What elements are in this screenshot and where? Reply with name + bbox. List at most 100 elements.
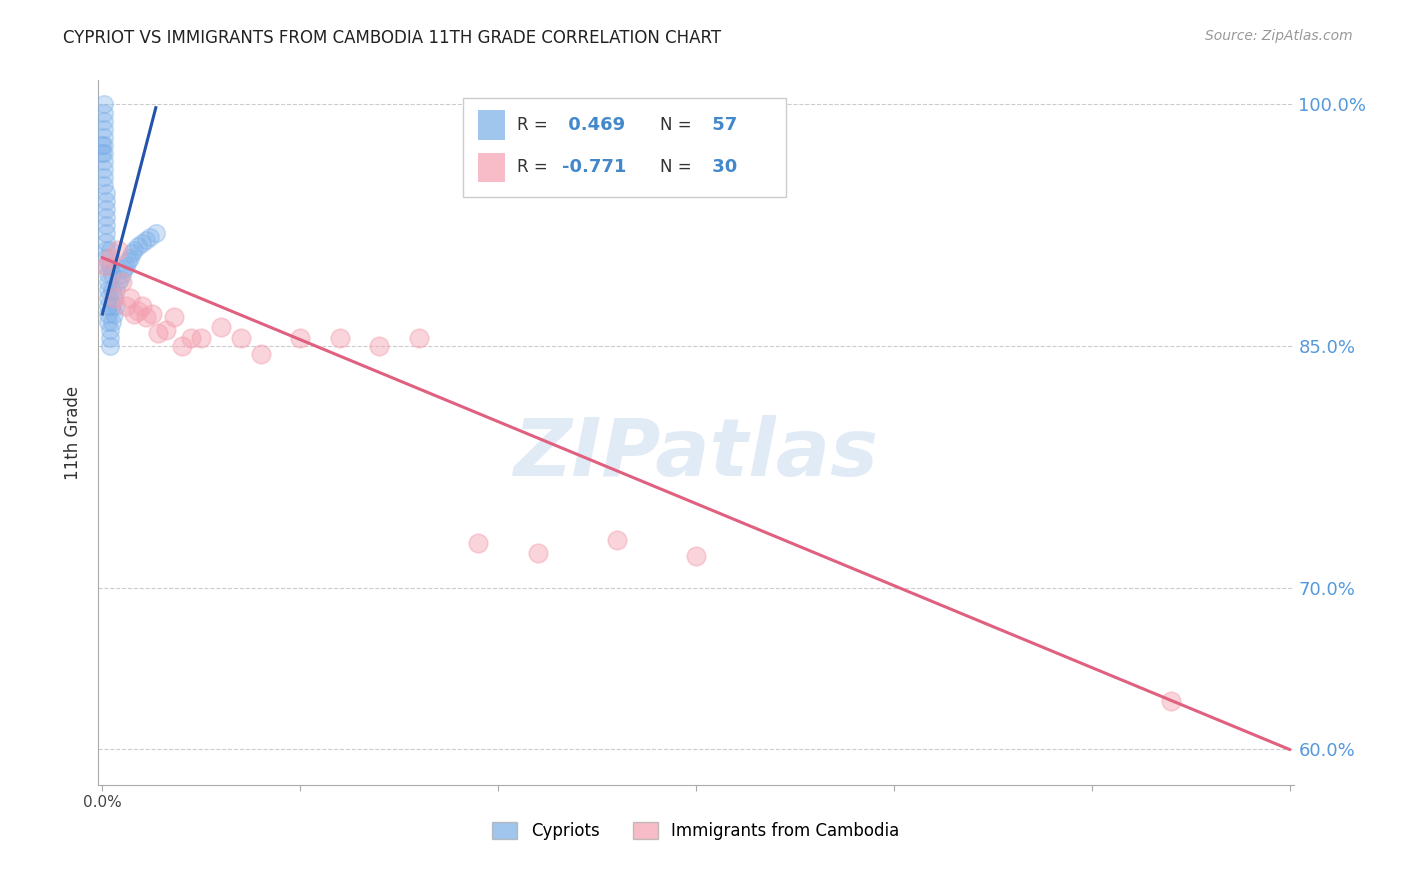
Text: R =: R =	[517, 116, 547, 134]
Point	[111, 267, 134, 281]
Point	[103, 307, 125, 321]
Point	[329, 331, 352, 345]
Point	[117, 253, 139, 268]
Point	[97, 299, 120, 313]
Point	[96, 243, 118, 257]
Point	[249, 347, 271, 361]
Point	[96, 227, 118, 241]
Point	[141, 307, 163, 321]
Point	[96, 219, 118, 233]
Point	[155, 323, 177, 337]
Point	[146, 326, 169, 341]
Point	[98, 331, 121, 345]
Point	[131, 236, 153, 251]
Point	[97, 275, 120, 289]
Point	[467, 536, 489, 550]
Text: 57: 57	[706, 116, 737, 134]
Point	[290, 331, 312, 345]
Point	[112, 262, 135, 277]
Point	[96, 211, 118, 225]
Point	[101, 283, 124, 297]
Point	[93, 137, 115, 152]
Point	[93, 153, 115, 168]
Text: CYPRIOT VS IMMIGRANTS FROM CAMBODIA 11TH GRADE CORRELATION CHART: CYPRIOT VS IMMIGRANTS FROM CAMBODIA 11TH…	[63, 29, 721, 46]
Text: 0.469: 0.469	[562, 116, 626, 134]
Point	[93, 169, 115, 184]
Text: R =: R =	[517, 159, 547, 177]
Point	[120, 291, 142, 305]
Point	[96, 186, 118, 201]
FancyBboxPatch shape	[478, 153, 505, 182]
Point	[107, 243, 129, 257]
Point	[122, 243, 145, 257]
Point	[93, 145, 115, 160]
FancyBboxPatch shape	[463, 98, 786, 196]
Text: 30: 30	[706, 159, 737, 177]
Point	[190, 331, 212, 345]
Text: Source: ZipAtlas.com: Source: ZipAtlas.com	[1205, 29, 1353, 43]
Point	[96, 259, 118, 273]
Point	[127, 239, 149, 253]
Point	[606, 533, 628, 547]
Point	[229, 331, 252, 345]
Point	[97, 307, 120, 321]
Legend: Cypriots, Immigrants from Cambodia: Cypriots, Immigrants from Cambodia	[486, 815, 905, 847]
Point	[96, 202, 118, 217]
Point	[93, 121, 115, 136]
Point	[131, 299, 153, 313]
Point	[97, 315, 120, 329]
Point	[408, 331, 430, 345]
Point	[93, 161, 115, 176]
Point	[97, 283, 120, 297]
Text: N =: N =	[661, 159, 692, 177]
Point	[107, 275, 129, 289]
Text: -0.771: -0.771	[562, 159, 627, 177]
Point	[96, 259, 118, 273]
Point	[98, 339, 121, 353]
Point	[139, 229, 162, 244]
Point	[91, 145, 114, 160]
Point	[121, 245, 143, 260]
Y-axis label: 11th Grade: 11th Grade	[65, 385, 83, 480]
Point	[135, 233, 157, 247]
Point	[103, 291, 125, 305]
Point	[98, 259, 121, 273]
Point	[91, 137, 114, 152]
Point	[96, 251, 118, 265]
Point	[105, 299, 128, 313]
Point	[101, 299, 124, 313]
Point	[93, 129, 115, 144]
Point	[685, 549, 707, 563]
Point	[162, 310, 184, 325]
Point	[180, 331, 202, 345]
Point	[97, 267, 120, 281]
Point	[209, 320, 232, 334]
Point	[98, 251, 121, 265]
Point	[120, 251, 142, 265]
Point	[98, 323, 121, 337]
Point	[170, 339, 193, 353]
Point	[368, 339, 391, 353]
FancyBboxPatch shape	[478, 111, 505, 140]
Point	[526, 546, 548, 560]
Point	[115, 299, 138, 313]
Point	[101, 267, 124, 281]
Text: N =: N =	[661, 116, 692, 134]
Point	[145, 227, 167, 241]
Point	[1160, 694, 1182, 708]
Point	[122, 307, 145, 321]
Point	[96, 194, 118, 209]
Point	[93, 97, 115, 112]
Point	[111, 275, 134, 289]
Point	[101, 315, 124, 329]
Point	[115, 259, 138, 273]
Point	[93, 178, 115, 193]
Point	[97, 291, 120, 305]
Point	[105, 283, 128, 297]
Point	[98, 243, 121, 257]
Point	[93, 113, 115, 128]
Point	[135, 310, 157, 325]
Text: ZIPatlas: ZIPatlas	[513, 415, 879, 492]
Point	[96, 235, 118, 249]
Point	[93, 105, 115, 120]
